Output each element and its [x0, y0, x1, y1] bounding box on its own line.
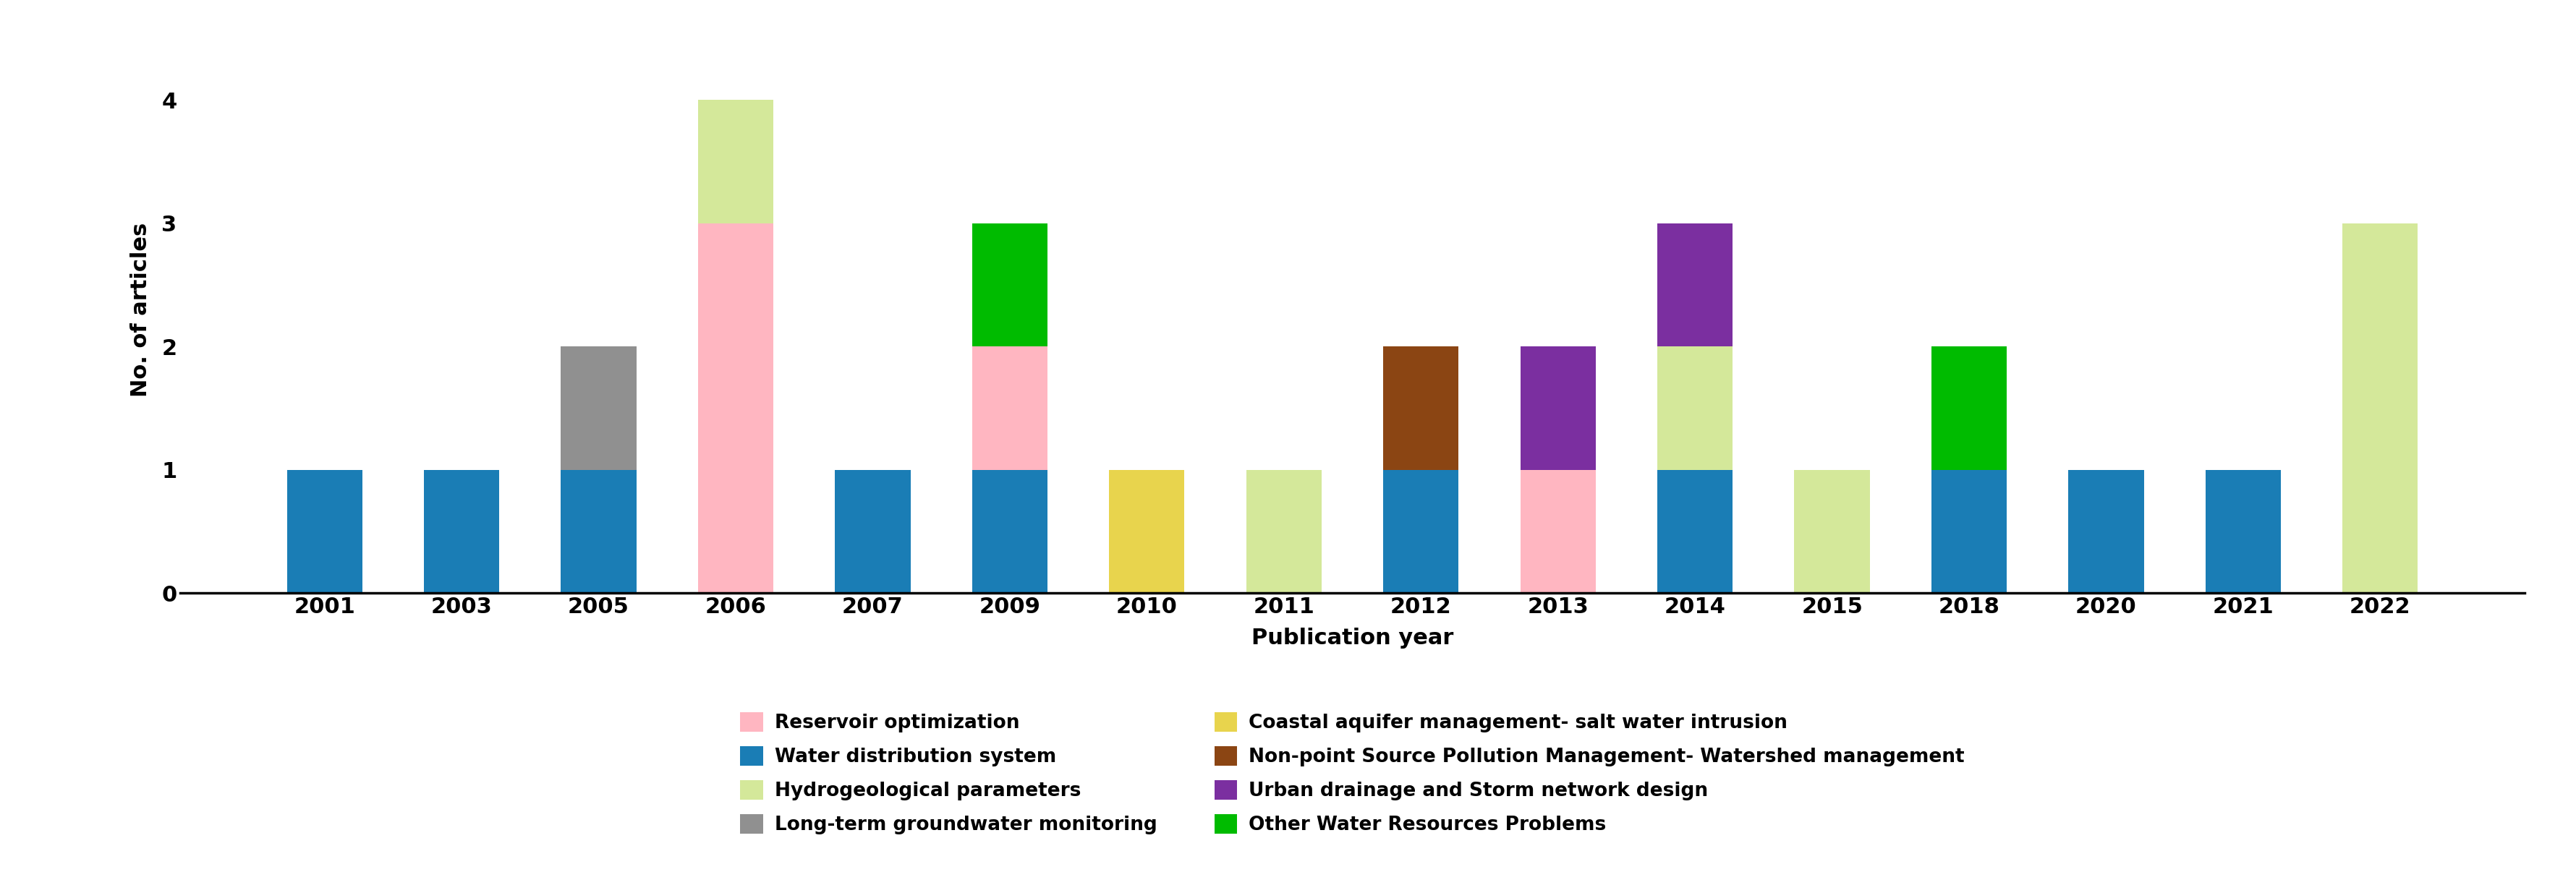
Legend: Reservoir optimization, Water distribution system, Hydrogeological parameters, L: Reservoir optimization, Water distributi… — [732, 705, 1973, 842]
Bar — [562, 346, 636, 470]
Bar — [971, 223, 1048, 346]
Bar — [971, 346, 1048, 470]
Bar — [1795, 470, 1870, 593]
Bar — [1656, 223, 1734, 346]
Bar — [2069, 470, 2143, 593]
Bar — [2205, 470, 2280, 593]
Bar — [1656, 470, 1734, 593]
Y-axis label: No. of articles: No. of articles — [131, 222, 152, 397]
Bar — [1520, 470, 1595, 593]
Bar — [1383, 470, 1458, 593]
Bar — [1247, 470, 1321, 593]
X-axis label: Publication year: Publication year — [1252, 628, 1453, 649]
Bar — [562, 470, 636, 593]
Bar — [1932, 470, 2007, 593]
Bar — [286, 470, 363, 593]
Bar — [1656, 346, 1734, 470]
Bar — [2342, 223, 2419, 593]
Bar — [1383, 346, 1458, 470]
Bar — [971, 470, 1048, 593]
Bar — [425, 470, 500, 593]
Bar — [698, 223, 773, 593]
Bar — [1932, 346, 2007, 470]
Bar — [698, 100, 773, 223]
Bar — [1110, 470, 1185, 593]
Bar — [835, 470, 909, 593]
Bar — [1520, 346, 1595, 470]
